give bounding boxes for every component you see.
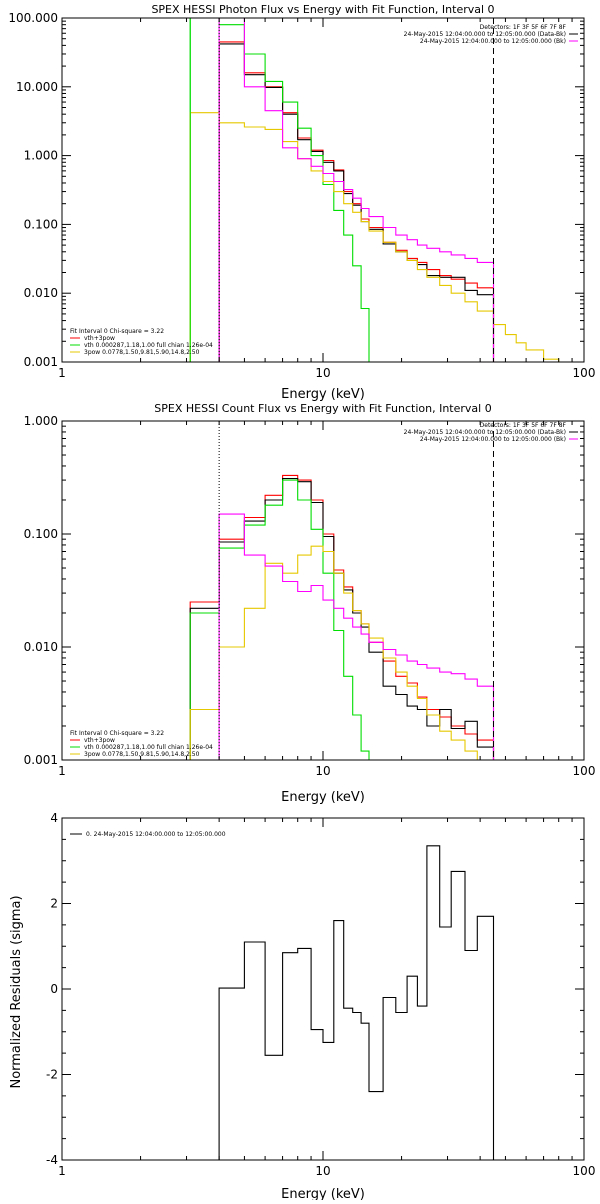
count-flux-legend-pow: 3pow 0.0778,1.50,9.81,5.90,14.8,2.50 <box>84 751 200 758</box>
photon-flux-detectors-label: Detectors: 1F 3F 5F 6F 7F 8F <box>480 24 567 31</box>
x-tick-label: 10 <box>315 1164 330 1178</box>
series-pow-line <box>189 112 573 363</box>
count-flux-legend-fit: vth+3pow <box>84 737 115 744</box>
photon-flux-legend-vth: vth 0.000287,1.18,1.00 full chian 1.26e-… <box>84 342 213 349</box>
photon-flux-legend-pow: 3pow 0.0778,1.50,9.81,5.90,14.8,2.50 <box>84 349 200 356</box>
photon-flux-fit-interval-label: Fit Interval 0 Chi-square = 3.22 <box>70 328 164 335</box>
residuals-panel: 1 10 100 -4 -2 0 2 4 Energy (keV) Normalized Re… <box>9 811 595 1202</box>
count-flux-legend-vth: vth 0.000287,1.18,1.00 full chian 1.26e-… <box>84 744 213 751</box>
count-flux-legend-top-right: Detectors: 1F 3F 5F 6F 7F 8F 24-May-2015… <box>404 422 578 443</box>
series-residuals-line <box>218 845 495 1160</box>
y-tick-label: 0.010 <box>24 286 58 300</box>
y-tick-label: -4 <box>46 1153 58 1167</box>
photon-flux-legend-bottom-left: Fit Interval 0 Chi-square = 3.22 vth+3po… <box>70 328 213 356</box>
count-flux-title: SPEX HESSI Count Flux vs Energy with Fit… <box>154 402 491 415</box>
photon-flux-xlabel: Energy (keV) <box>281 387 365 402</box>
y-tick-label: 0 <box>50 982 58 996</box>
photon-flux-plot-area: 1 10 100 0.001 0.010 0.100 1.000 10.000 100.000 <box>8 11 595 380</box>
y-tick-label: 4 <box>50 811 58 825</box>
count-flux-xlabel: Energy (keV) <box>281 790 365 805</box>
photon-flux-legend-top-right: Detectors: 1F 3F 5F 6F 7F 8F 24-May-2015… <box>404 24 578 45</box>
y-tick-label: 0.001 <box>24 753 58 767</box>
photon-flux-legend-fit: vth+3pow <box>84 335 115 342</box>
count-flux-fit-interval-label: Fit Interval 0 Chi-square = 3.22 <box>70 730 164 737</box>
photon-flux-title: SPEX HESSI Photon Flux vs Energy with Fi… <box>151 3 494 16</box>
y-tick-label: 1.000 <box>24 149 58 163</box>
residuals-legend-label: 0. 24-May-2015 12:04:00.000 to 12:05:00.… <box>86 831 226 838</box>
x-tick-label: 1 <box>58 764 66 778</box>
count-flux-plot-area: 1 10 100 0.001 0.010 0.100 1.000 <box>24 414 596 778</box>
y-tick-label: 1.000 <box>24 414 58 428</box>
residuals-legend: 0. 24-May-2015 12:04:00.000 to 12:05:00.… <box>70 831 226 838</box>
x-tick-label: 10 <box>315 764 330 778</box>
count-flux-legend-data-bk: 24-May-2015 12:04:00.000 to 12:05:00.000… <box>404 429 566 436</box>
y-tick-label: 10.000 <box>16 80 58 94</box>
residuals-plot-area: 1 10 100 -4 -2 0 2 4 <box>46 811 595 1178</box>
x-tick-label: 100 <box>573 764 596 778</box>
x-tick-label: 1 <box>58 366 66 380</box>
count-flux-detectors-label: Detectors: 1F 3F 5F 6F 7F 8F <box>480 422 567 429</box>
x-tick-label: 1 <box>58 1164 66 1178</box>
series-fit-line <box>218 41 495 362</box>
y-tick-label: 0.100 <box>24 217 58 231</box>
series-bk-line <box>218 513 495 760</box>
y-tick-label: 0.010 <box>24 640 58 654</box>
x-tick-label: 100 <box>573 1164 596 1178</box>
y-tick-label: 100.000 <box>8 11 58 25</box>
y-tick-label: 0.100 <box>24 527 58 541</box>
y-tick-label: 2 <box>50 897 58 911</box>
count-flux-legend-bk: 24-May-2015 12:04:00.000 to 12:05:00.000… <box>420 436 566 443</box>
series-bk-line <box>218 17 495 362</box>
y-tick-label: -2 <box>46 1068 58 1082</box>
count-flux-panel: SPEX HESSI Count Flux vs Energy with Fit… <box>24 402 596 805</box>
x-tick-label: 10 <box>315 366 330 380</box>
count-flux-legend-bottom-left: Fit Interval 0 Chi-square = 3.22 vth+3po… <box>70 730 213 758</box>
x-tick-label: 100 <box>573 366 596 380</box>
photon-flux-legend-data-bk: 24-May-2015 12:04:00.000 to 12:05:00.000… <box>404 31 566 38</box>
y-tick-label: 0.001 <box>24 355 58 369</box>
series-pow-line <box>189 545 494 761</box>
residuals-xlabel: Energy (keV) <box>281 1187 365 1200</box>
photon-flux-legend-bk: 24-May-2015 12:04:00.000 to 12:05:00.000… <box>420 38 566 45</box>
photon-flux-panel: SPEX HESSI Photon Flux vs Energy with Fi… <box>8 3 595 402</box>
residuals-ylabel: Normalized Residuals (sigma) <box>9 895 24 1088</box>
